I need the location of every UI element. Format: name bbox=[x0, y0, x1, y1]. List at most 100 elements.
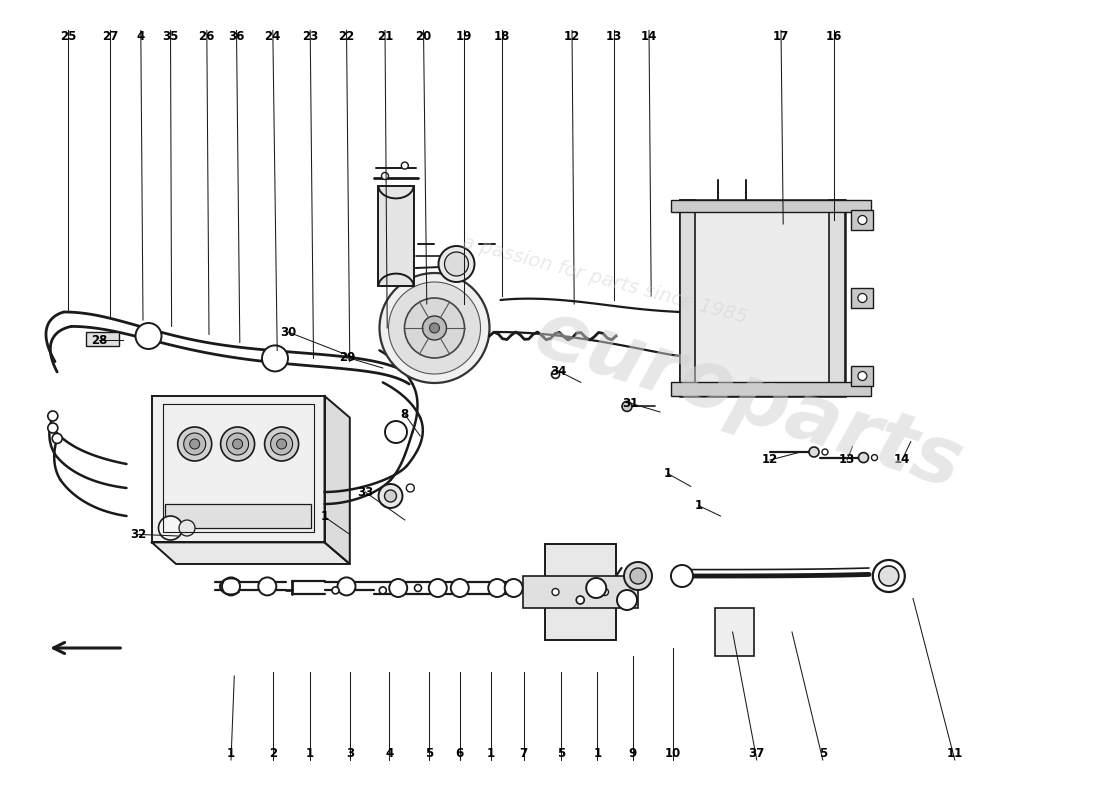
Text: 25: 25 bbox=[60, 30, 76, 43]
Bar bbox=[829, 200, 845, 396]
Bar bbox=[378, 186, 414, 286]
Circle shape bbox=[429, 579, 447, 597]
Circle shape bbox=[47, 423, 58, 433]
Bar bbox=[671, 382, 871, 396]
Circle shape bbox=[47, 411, 58, 421]
Text: 2: 2 bbox=[268, 747, 277, 760]
Circle shape bbox=[385, 490, 396, 502]
Circle shape bbox=[258, 578, 276, 595]
Text: 28: 28 bbox=[91, 334, 107, 346]
Circle shape bbox=[630, 568, 646, 584]
Text: 17: 17 bbox=[773, 30, 789, 43]
Bar bbox=[544, 544, 616, 640]
Text: 35: 35 bbox=[163, 30, 178, 43]
Circle shape bbox=[439, 246, 474, 282]
Text: 4: 4 bbox=[385, 747, 394, 760]
Circle shape bbox=[406, 484, 415, 492]
Bar bbox=[165, 504, 311, 528]
Circle shape bbox=[576, 596, 584, 604]
Circle shape bbox=[602, 589, 608, 595]
Circle shape bbox=[858, 453, 869, 462]
Text: 12: 12 bbox=[762, 454, 778, 466]
Text: 18: 18 bbox=[494, 30, 509, 43]
Text: 7: 7 bbox=[519, 747, 528, 760]
Circle shape bbox=[505, 579, 522, 597]
Circle shape bbox=[378, 484, 403, 508]
Text: 29: 29 bbox=[340, 351, 355, 364]
Circle shape bbox=[262, 346, 288, 371]
Circle shape bbox=[338, 578, 355, 595]
Circle shape bbox=[379, 587, 386, 594]
Circle shape bbox=[858, 215, 867, 225]
Circle shape bbox=[872, 560, 905, 592]
Text: 1: 1 bbox=[320, 510, 329, 523]
Circle shape bbox=[232, 439, 243, 449]
Bar bbox=[680, 200, 845, 396]
Circle shape bbox=[429, 323, 440, 333]
Text: 34: 34 bbox=[551, 365, 566, 378]
Text: 12: 12 bbox=[564, 30, 580, 43]
Circle shape bbox=[189, 439, 200, 449]
Circle shape bbox=[179, 520, 195, 536]
Circle shape bbox=[332, 587, 339, 594]
Text: 1: 1 bbox=[486, 747, 495, 760]
Bar bbox=[86, 332, 119, 346]
Bar bbox=[671, 200, 871, 212]
Text: 3: 3 bbox=[345, 747, 354, 760]
Circle shape bbox=[879, 566, 899, 586]
Text: 1: 1 bbox=[593, 747, 602, 760]
Circle shape bbox=[671, 565, 693, 587]
Bar bbox=[680, 200, 695, 396]
Circle shape bbox=[379, 273, 490, 383]
Circle shape bbox=[617, 590, 637, 610]
Circle shape bbox=[621, 402, 632, 411]
Text: 27: 27 bbox=[102, 30, 118, 43]
Text: 14: 14 bbox=[641, 30, 657, 43]
Text: a passion for parts since 1985: a passion for parts since 1985 bbox=[460, 233, 750, 327]
Circle shape bbox=[451, 579, 469, 597]
Text: 13: 13 bbox=[839, 454, 855, 466]
Circle shape bbox=[444, 252, 469, 276]
Text: 4: 4 bbox=[136, 30, 145, 43]
Circle shape bbox=[552, 589, 559, 595]
Bar bbox=[851, 366, 873, 386]
Circle shape bbox=[808, 447, 820, 457]
Circle shape bbox=[858, 371, 867, 381]
Circle shape bbox=[385, 421, 407, 443]
Text: 32: 32 bbox=[131, 528, 146, 541]
Text: 1: 1 bbox=[227, 747, 235, 760]
Circle shape bbox=[389, 579, 407, 597]
Bar bbox=[522, 576, 638, 608]
Text: 9: 9 bbox=[628, 747, 637, 760]
Circle shape bbox=[158, 516, 183, 540]
Polygon shape bbox=[152, 396, 324, 542]
Circle shape bbox=[227, 433, 249, 455]
Circle shape bbox=[388, 282, 481, 374]
Text: 5: 5 bbox=[818, 747, 827, 760]
Text: 36: 36 bbox=[229, 30, 244, 43]
Text: 37: 37 bbox=[749, 747, 764, 760]
Circle shape bbox=[422, 316, 447, 340]
Circle shape bbox=[624, 562, 652, 590]
Text: 33: 33 bbox=[358, 486, 373, 498]
Circle shape bbox=[402, 162, 408, 169]
Text: 14: 14 bbox=[894, 454, 910, 466]
Text: 10: 10 bbox=[666, 747, 681, 760]
Circle shape bbox=[488, 579, 506, 597]
Text: 8: 8 bbox=[400, 408, 409, 421]
Circle shape bbox=[382, 173, 388, 179]
Text: 5: 5 bbox=[557, 747, 565, 760]
Circle shape bbox=[221, 427, 254, 461]
Text: 6: 6 bbox=[455, 747, 464, 760]
Polygon shape bbox=[324, 396, 350, 564]
Text: 16: 16 bbox=[826, 30, 842, 43]
Circle shape bbox=[184, 433, 206, 455]
Circle shape bbox=[222, 578, 240, 595]
Circle shape bbox=[871, 454, 878, 461]
Circle shape bbox=[178, 427, 211, 461]
Text: 30: 30 bbox=[280, 326, 296, 338]
Circle shape bbox=[858, 294, 867, 302]
Text: 31: 31 bbox=[623, 397, 638, 410]
Bar bbox=[851, 210, 873, 230]
Text: 21: 21 bbox=[377, 30, 393, 43]
